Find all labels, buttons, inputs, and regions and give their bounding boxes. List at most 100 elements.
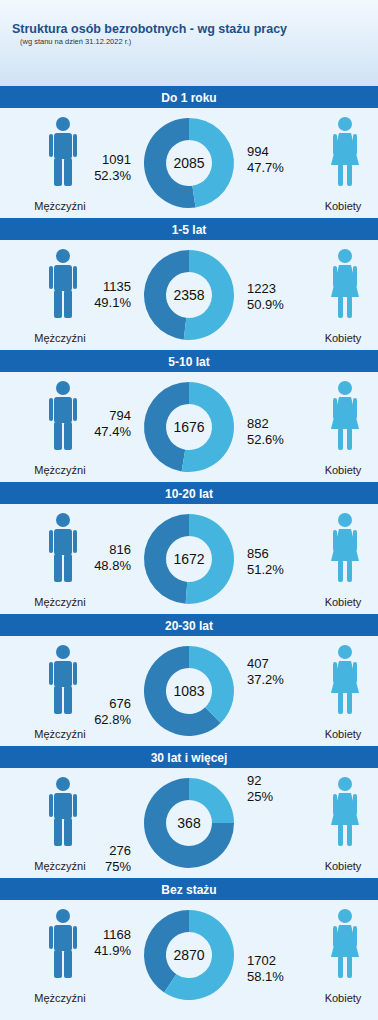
count-label: 276 [109, 843, 131, 858]
total-label: 2358 [173, 287, 204, 303]
icon-leg [338, 296, 343, 318]
header-background [0, 0, 378, 86]
count-label: 1168 [103, 927, 131, 942]
icon-arm [333, 398, 337, 419]
section-title: 20-30 lat [165, 619, 213, 633]
woman-icon [331, 645, 359, 714]
icon-head [338, 513, 352, 527]
woman-icon [331, 381, 359, 450]
icon-head [338, 117, 352, 131]
icon-leg [54, 818, 62, 846]
donut: 368 [144, 778, 234, 868]
category-label: Mężczyźni [34, 860, 85, 872]
count-label: 1702 [247, 953, 276, 968]
icon-dress [331, 397, 359, 429]
share-label: 41.9% [94, 943, 131, 958]
man-icon [49, 513, 77, 582]
donut: 1083 [144, 646, 234, 736]
icon-head [338, 909, 352, 923]
icon-torso [54, 529, 72, 555]
icon-arm [353, 662, 357, 683]
icon-torso [54, 397, 72, 423]
icon-arm [333, 266, 337, 287]
icon-leg [64, 686, 72, 714]
share-label: 62.8% [94, 712, 131, 727]
icon-dress [331, 661, 359, 693]
infographic: Struktura osób bezrobotnych - wg stażu p… [0, 0, 378, 1020]
share-label: 25% [247, 789, 273, 804]
share-label: 58.1% [247, 969, 284, 984]
icon-leg [338, 428, 343, 450]
icon-leg [54, 158, 62, 186]
icon-arm [333, 926, 337, 947]
icon-head [56, 381, 70, 395]
icon-leg [64, 422, 72, 450]
icon-leg [347, 824, 352, 846]
icon-arm [353, 266, 357, 287]
share-label: 47.4% [94, 424, 131, 439]
icon-head [338, 249, 352, 263]
icon-leg [64, 158, 72, 186]
category-label: Kobiety [325, 464, 362, 476]
donut: 1676 [144, 382, 234, 472]
icon-arm [73, 530, 77, 553]
icon-leg [54, 554, 62, 582]
section: 10-20 lat167281648.8%85651.2%MężczyźniKo… [0, 482, 378, 608]
icon-torso [54, 793, 72, 819]
icon-arm [333, 134, 337, 155]
icon-head [56, 777, 70, 791]
icon-arm [353, 134, 357, 155]
section-title: Bez stażu [161, 883, 216, 897]
icon-leg [338, 164, 343, 186]
icon-leg [54, 950, 62, 978]
icon-arm [49, 134, 53, 157]
category-label: Mężczyźni [34, 200, 85, 212]
icon-torso [54, 661, 72, 687]
section: 30 lat i więcej36827675%9225%MężczyźniKo… [0, 746, 378, 874]
icon-dress [331, 265, 359, 297]
man-icon [49, 909, 77, 978]
total-label: 2870 [173, 947, 204, 963]
icon-head [338, 645, 352, 659]
icon-leg [54, 422, 62, 450]
icon-leg [347, 560, 352, 582]
category-label: Mężczyźni [34, 992, 85, 1004]
count-label: 1223 [247, 281, 276, 296]
share-label: 47.7% [247, 160, 284, 175]
donut-slice [144, 778, 234, 868]
woman-icon [331, 909, 359, 978]
icon-arm [73, 662, 77, 685]
woman-icon [331, 513, 359, 582]
icon-leg [347, 296, 352, 318]
share-label: 37.2% [247, 672, 284, 687]
share-label: 75% [105, 859, 131, 874]
icon-dress [331, 529, 359, 561]
icon-head [56, 249, 70, 263]
man-icon [49, 117, 77, 186]
icon-head [56, 645, 70, 659]
woman-icon [331, 117, 359, 186]
section-bar [0, 746, 378, 768]
count-label: 794 [109, 408, 131, 423]
count-label: 882 [247, 416, 269, 431]
total-label: 1676 [173, 419, 204, 435]
icon-dress [331, 793, 359, 825]
icon-arm [49, 926, 53, 949]
count-label: 1135 [103, 279, 131, 294]
category-label: Mężczyźni [34, 728, 85, 740]
section-bar [0, 86, 378, 108]
section: 1-5 lat2358113549.1%122350.9%MężczyźniKo… [0, 218, 378, 344]
share-label: 52.6% [247, 432, 284, 447]
icon-arm [353, 530, 357, 551]
count-label: 92 [247, 773, 261, 788]
count-label: 816 [109, 542, 131, 557]
man-icon [49, 381, 77, 450]
total-label: 368 [177, 815, 201, 831]
man-icon [49, 777, 77, 846]
icon-head [56, 513, 70, 527]
icon-arm [73, 794, 77, 817]
section: Bez stażu 2870 116841.9% 170258.1% Mężczyźni… [0, 878, 378, 1004]
woman-icon [331, 777, 359, 846]
category-label: Mężczyźni [34, 332, 85, 344]
category-label: Mężczyźni [34, 596, 85, 608]
